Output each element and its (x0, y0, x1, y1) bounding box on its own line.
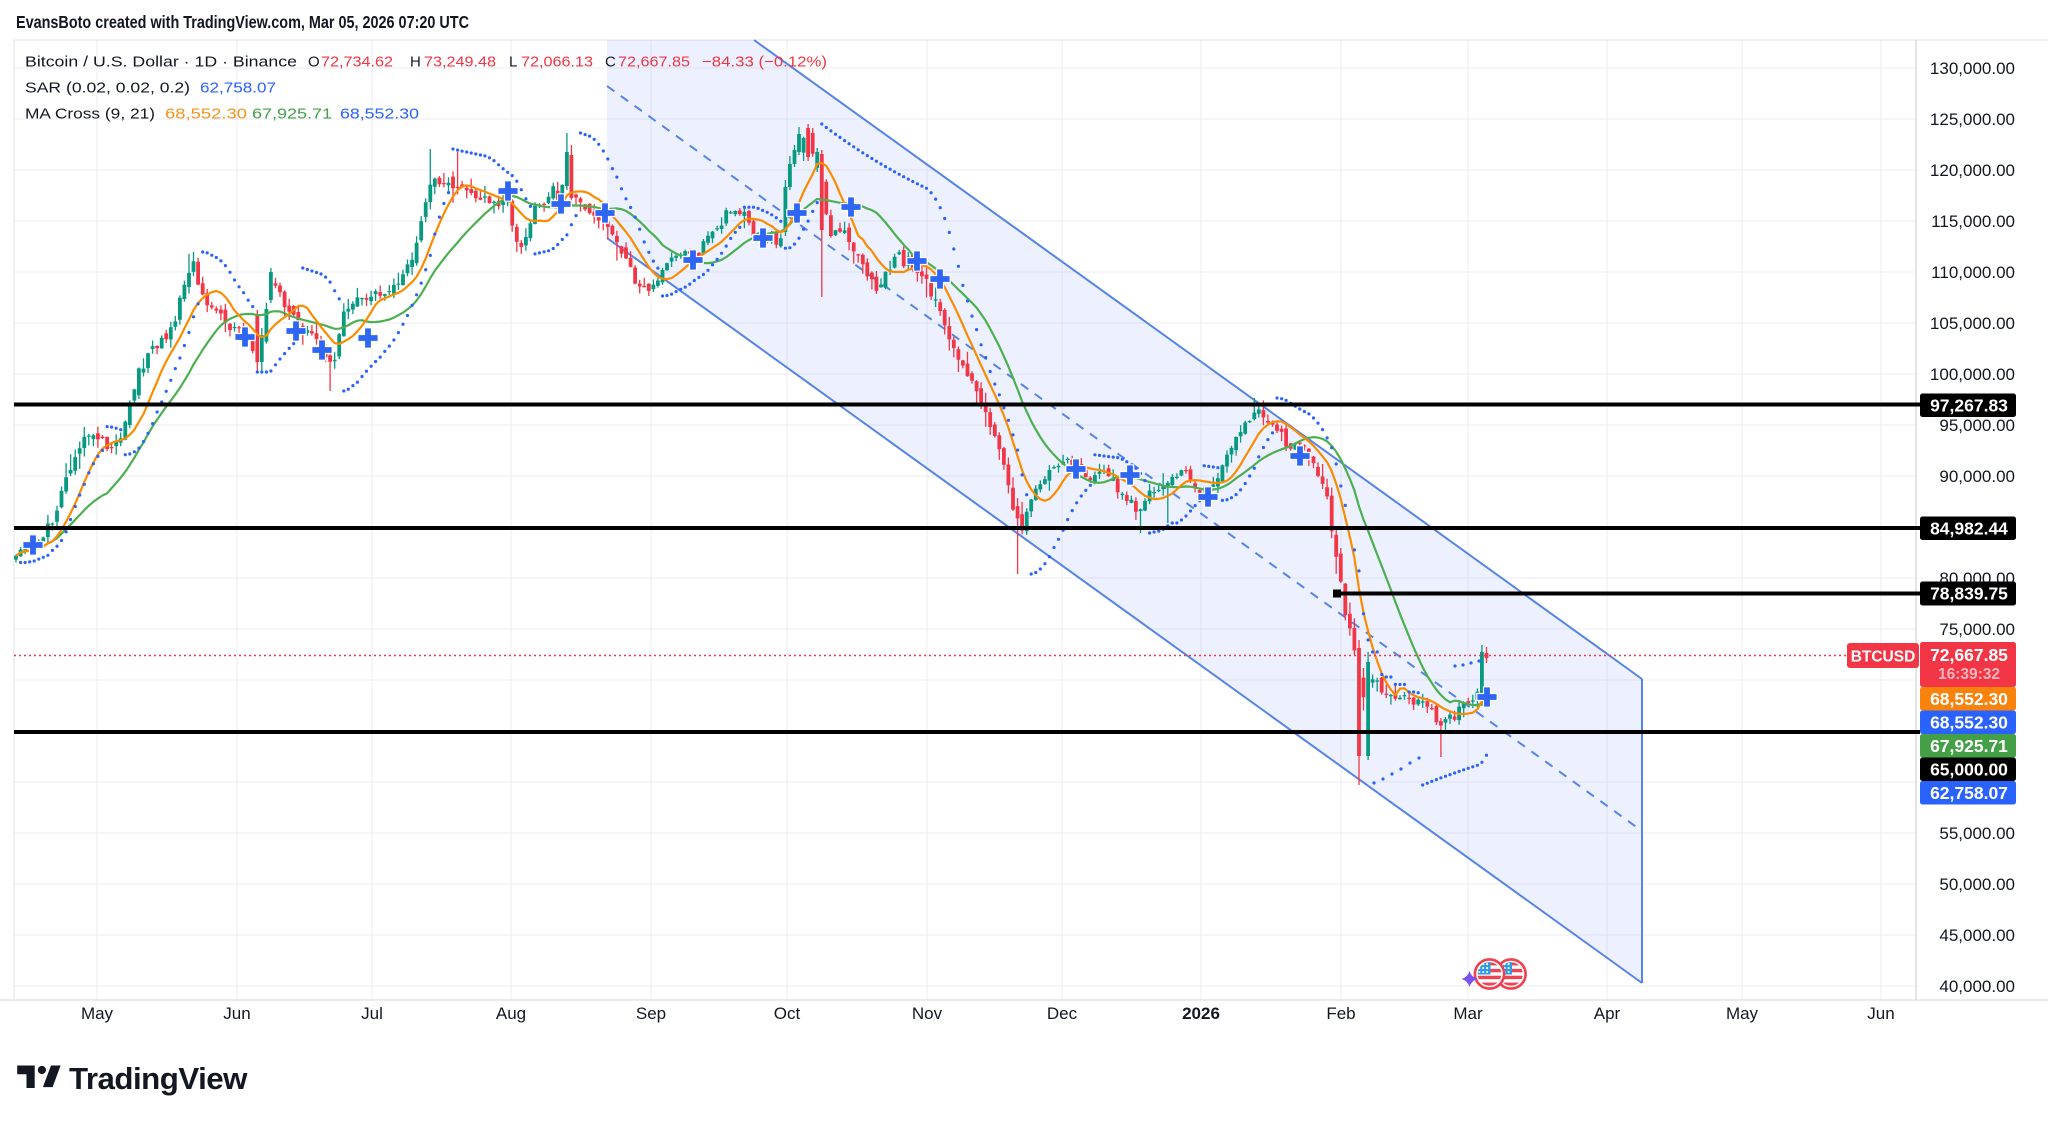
svg-text:100,000.00: 100,000.00 (1930, 365, 2015, 384)
svg-text:May: May (81, 1004, 114, 1023)
svg-text:62,758.07: 62,758.07 (1930, 783, 2008, 803)
svg-text:45,000.00: 45,000.00 (1939, 926, 2015, 945)
svg-text:72,066.13: 72,066.13 (521, 54, 593, 71)
svg-text:120,000.00: 120,000.00 (1930, 161, 2015, 180)
svg-text:Nov: Nov (912, 1004, 943, 1023)
svg-text:Bitcoin / U.S. Dollar · 1D · B: Bitcoin / U.S. Dollar · 1D · Binance (25, 54, 297, 71)
svg-text:73,249.48: 73,249.48 (424, 54, 496, 71)
svg-text:Apr: Apr (1594, 1004, 1621, 1023)
svg-text:125,000.00: 125,000.00 (1930, 110, 2015, 129)
svg-text:SAR (0.02, 0.02, 0.2): SAR (0.02, 0.02, 0.2) (25, 80, 190, 97)
svg-text:72,667.85: 72,667.85 (618, 54, 690, 71)
svg-text:50,000.00: 50,000.00 (1939, 875, 2015, 894)
svg-text:55,000.00: 55,000.00 (1939, 824, 2015, 843)
svg-text:Jun: Jun (1867, 1004, 1894, 1023)
svg-text:130,000.00: 130,000.00 (1930, 59, 2015, 78)
svg-text:TradingView: TradingView (69, 1061, 248, 1096)
svg-text:BTCUSD: BTCUSD (1851, 649, 1916, 666)
svg-text:75,000.00: 75,000.00 (1939, 620, 2015, 639)
svg-text:115,000.00: 115,000.00 (1931, 212, 2015, 231)
svg-text:16:39:32: 16:39:32 (1938, 666, 2000, 683)
svg-text:67,925.71: 67,925.71 (252, 106, 332, 123)
svg-text:68,552.30: 68,552.30 (165, 106, 247, 123)
svg-text:84,982.44: 84,982.44 (1930, 518, 2008, 538)
svg-text:65,000.00: 65,000.00 (1930, 759, 2008, 779)
svg-text:2026: 2026 (1182, 1004, 1220, 1023)
svg-text:−84.33 (−0.12%): −84.33 (−0.12%) (702, 54, 827, 71)
svg-text:90,000.00: 90,000.00 (1939, 467, 2015, 486)
svg-text:Sep: Sep (636, 1004, 666, 1023)
svg-text:72,734.62: 72,734.62 (321, 54, 393, 71)
svg-text:78,839.75: 78,839.75 (1930, 584, 2008, 604)
svg-text:40,000.00: 40,000.00 (1939, 977, 2015, 996)
svg-text:Mar: Mar (1453, 1004, 1483, 1023)
svg-text:Dec: Dec (1047, 1004, 1078, 1023)
svg-text:May: May (1726, 1004, 1759, 1023)
svg-text:H: H (410, 54, 421, 71)
svg-text:MA Cross (9, 21): MA Cross (9, 21) (25, 106, 155, 123)
svg-text:105,000.00: 105,000.00 (1930, 314, 2015, 333)
svg-text:110,000.00: 110,000.00 (1931, 263, 2015, 282)
svg-text:Oct: Oct (774, 1004, 801, 1023)
svg-text:O: O (308, 54, 320, 71)
svg-text:67,925.71: 67,925.71 (1930, 736, 2008, 756)
svg-text:C: C (605, 54, 616, 71)
svg-text:Jul: Jul (361, 1004, 383, 1023)
svg-text:97,267.83: 97,267.83 (1930, 395, 2008, 415)
svg-text:Feb: Feb (1326, 1004, 1355, 1023)
svg-text:EvansBoto created with Trading: EvansBoto created with TradingView.com, … (16, 12, 469, 32)
svg-text:95,000.00: 95,000.00 (1939, 416, 2015, 435)
svg-text:68,552.30: 68,552.30 (1930, 712, 2008, 732)
svg-text:L: L (509, 54, 517, 71)
svg-text:68,552.30: 68,552.30 (1930, 689, 2008, 709)
svg-text:62,758.07: 62,758.07 (200, 80, 276, 97)
svg-text:Aug: Aug (496, 1004, 526, 1023)
svg-text:72,667.85: 72,667.85 (1930, 645, 2008, 665)
svg-text:68,552.30: 68,552.30 (340, 106, 419, 123)
svg-text:Jun: Jun (223, 1004, 250, 1023)
